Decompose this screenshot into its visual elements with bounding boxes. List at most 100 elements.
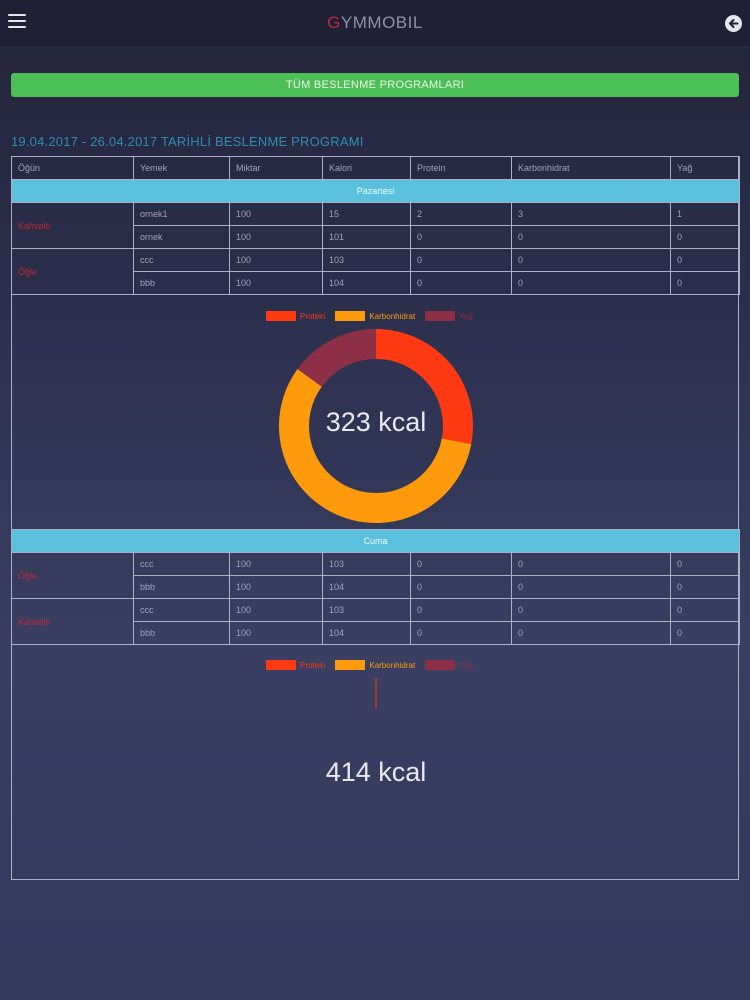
- legend-swatch: [425, 311, 456, 321]
- all-programs-button[interactable]: TÜM BESLENME PROGRAMLARI: [11, 73, 739, 97]
- legend-item[interactable]: Protein: [266, 660, 325, 670]
- food-cell: bbb: [133, 575, 230, 599]
- meal-name: Kahvaltı: [11, 598, 134, 645]
- fat-cell: 0: [670, 271, 740, 295]
- fat-cell: 0: [670, 225, 740, 249]
- calorie-cell: 104: [322, 621, 411, 645]
- legend-item[interactable]: Yağ: [425, 660, 473, 670]
- legend-label: Karbonhidrat: [369, 660, 416, 670]
- amount-cell: 100: [229, 575, 323, 599]
- carb-cell: 0: [511, 598, 671, 622]
- program-title: 19.04.2017 - 26.04.2017 TARİHLİ BESLENME…: [11, 134, 364, 149]
- back-arrow-icon[interactable]: [725, 15, 742, 32]
- amount-cell: 100: [229, 598, 323, 622]
- day-name: Cuma: [10, 529, 741, 553]
- fat-cell: 0: [669, 598, 741, 622]
- total-kcal: 414 kcal: [325, 757, 427, 787]
- carb-cell: 0: [511, 552, 671, 576]
- table-header-row: Öğün Yemek Miktar Kalori Protein Karbonh…: [11, 156, 740, 180]
- calorie-cell: 101: [322, 225, 411, 249]
- food-cell: ornek1: [133, 202, 230, 226]
- food-cell: ccc: [133, 552, 230, 576]
- legend-item[interactable]: Yağ: [425, 311, 473, 321]
- column-header: Protein: [410, 156, 512, 180]
- day-name: Pazartesi: [11, 179, 740, 203]
- calorie-cell: 103: [322, 248, 411, 272]
- legend-label: Protein: [300, 660, 326, 670]
- calorie-cell: 15: [322, 202, 411, 226]
- meal-name: Öğle: [11, 248, 134, 295]
- amount-cell: 100: [229, 225, 323, 249]
- program-panel: Öğün Yemek Miktar Kalori Protein Karbonh…: [10, 156, 741, 880]
- amount-cell: 100: [229, 248, 323, 272]
- amount-cell: 100: [229, 621, 323, 645]
- diet-table-friday: Cuma Öğle ccc 100 103 0 0 0 bbb 100 104 …: [10, 529, 741, 645]
- protein-cell: 0: [410, 225, 512, 249]
- diet-table-monday: Öğün Yemek Miktar Kalori Protein Karbonh…: [11, 156, 740, 295]
- food-cell: ccc: [133, 248, 230, 272]
- carb-cell: 0: [511, 621, 671, 645]
- fat-cell: 0: [669, 621, 741, 645]
- column-header: Öğün: [11, 156, 134, 180]
- legend-swatch: [266, 660, 296, 670]
- calorie-cell: 104: [322, 271, 411, 295]
- carb-cell: 3: [511, 202, 671, 226]
- fat-cell: 0: [670, 248, 740, 272]
- food-cell: bbb: [133, 271, 230, 295]
- protein-cell: 0: [410, 575, 512, 599]
- protein-cell: 0: [410, 248, 512, 272]
- table-row: Kahvaltı ornek1 100 15 2 3 1: [11, 202, 740, 249]
- column-header: Miktar: [229, 156, 323, 180]
- amount-cell: 100: [229, 271, 323, 295]
- table-row: Öğle ccc 100 103 0 0 0: [11, 248, 740, 295]
- macro-donut-chart: [279, 329, 473, 523]
- carb-cell: 0: [511, 271, 671, 295]
- table-row: bbb 100 104 0 0 0: [12, 271, 740, 295]
- column-header: Yağ: [670, 156, 740, 180]
- amount-cell: 100: [229, 202, 323, 226]
- food-cell: ornek: [133, 225, 230, 249]
- legend-label: Protein: [300, 311, 326, 321]
- donut-slice-protein[interactable]: [375, 329, 473, 445]
- donut-slice-karbonhidrat[interactable]: [279, 369, 472, 523]
- food-cell: bbb: [133, 621, 230, 645]
- calorie-cell: 103: [322, 598, 411, 622]
- total-kcal: 323 kcal: [325, 407, 427, 437]
- meal-name: Öğle: [11, 552, 134, 599]
- table-row: Kahvaltı ccc 100 103 0 0 0: [11, 598, 741, 645]
- protein-cell: 0: [410, 621, 512, 645]
- legend-item[interactable]: Protein: [266, 311, 325, 321]
- carb-cell: 0: [511, 225, 671, 249]
- amount-cell: 100: [229, 552, 323, 576]
- donut-slice-yağ[interactable]: [297, 329, 377, 388]
- fat-cell: 0: [669, 575, 741, 599]
- table-row: Öğle ccc 100 103 0 0 0: [11, 552, 741, 599]
- protein-cell: 0: [410, 552, 512, 576]
- macro-donut-chart: [375, 678, 377, 708]
- meal-name: Kahvaltı: [11, 202, 134, 249]
- legend-swatch: [266, 311, 296, 321]
- hamburger-menu-icon[interactable]: [8, 14, 26, 30]
- legend-swatch: [425, 660, 456, 670]
- food-cell: ccc: [133, 598, 230, 622]
- app-brand: GYMMOBIL: [327, 13, 423, 33]
- calorie-cell: 103: [322, 552, 411, 576]
- day-header-row: Pazartesi: [11, 179, 740, 203]
- carb-cell: 0: [511, 248, 671, 272]
- carb-cell: 0: [511, 575, 671, 599]
- brand-initial: G: [327, 13, 341, 32]
- column-header: Karbonhidrat: [511, 156, 671, 180]
- legend-label: Karbonhidrat: [369, 311, 416, 321]
- legend-swatch: [335, 311, 366, 321]
- table-row: bbb 100 104 0 0 0: [12, 575, 741, 599]
- brand-name: YMMOBIL: [340, 13, 423, 32]
- calorie-cell: 104: [322, 575, 411, 599]
- table-row: ornek 100 101 0 0 0: [12, 225, 740, 249]
- legend-label: Yağ: [459, 660, 473, 670]
- day-header-row: Cuma: [10, 529, 741, 553]
- legend-item[interactable]: Karbonhidrat: [335, 660, 415, 670]
- legend-item[interactable]: Karbonhidrat: [335, 311, 415, 321]
- chart-legend: Protein Karbonhidrat Yağ: [266, 660, 473, 670]
- column-header: Yemek: [133, 156, 230, 180]
- chart-legend: Protein Karbonhidrat Yağ: [266, 311, 473, 321]
